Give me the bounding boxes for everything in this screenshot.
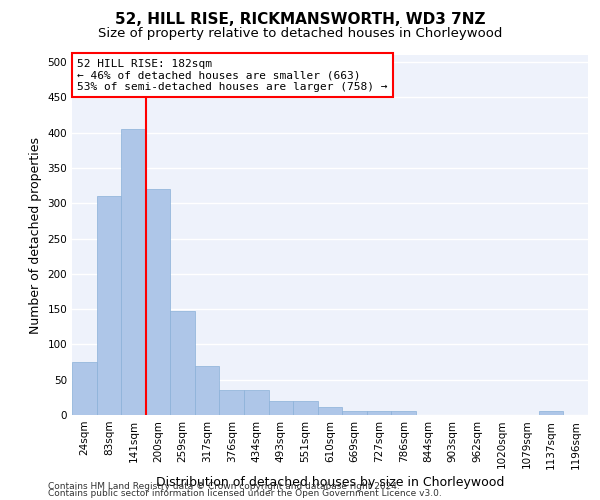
Text: 52 HILL RISE: 182sqm
← 46% of detached houses are smaller (663)
53% of semi-deta: 52 HILL RISE: 182sqm ← 46% of detached h… [77,58,388,92]
Bar [121,129,146,415]
Bar [195,366,220,415]
Bar [170,311,195,415]
Bar [244,390,269,415]
Bar [367,411,391,415]
Text: 52, HILL RISE, RICKMANSWORTH, WD3 7NZ: 52, HILL RISE, RICKMANSWORTH, WD3 7NZ [115,12,485,28]
Bar [391,411,416,415]
Bar [146,189,170,415]
Bar [97,196,121,415]
Y-axis label: Number of detached properties: Number of detached properties [29,136,42,334]
Bar [269,401,293,415]
Text: Size of property relative to detached houses in Chorleywood: Size of property relative to detached ho… [98,28,502,40]
Text: Contains HM Land Registry data © Crown copyright and database right 2024.: Contains HM Land Registry data © Crown c… [48,482,400,491]
Text: Contains public sector information licensed under the Open Government Licence v3: Contains public sector information licen… [48,489,442,498]
Bar [293,401,318,415]
Bar [342,411,367,415]
X-axis label: Distribution of detached houses by size in Chorleywood: Distribution of detached houses by size … [156,476,504,488]
Bar [539,411,563,415]
Bar [318,406,342,415]
Bar [72,362,97,415]
Bar [220,390,244,415]
